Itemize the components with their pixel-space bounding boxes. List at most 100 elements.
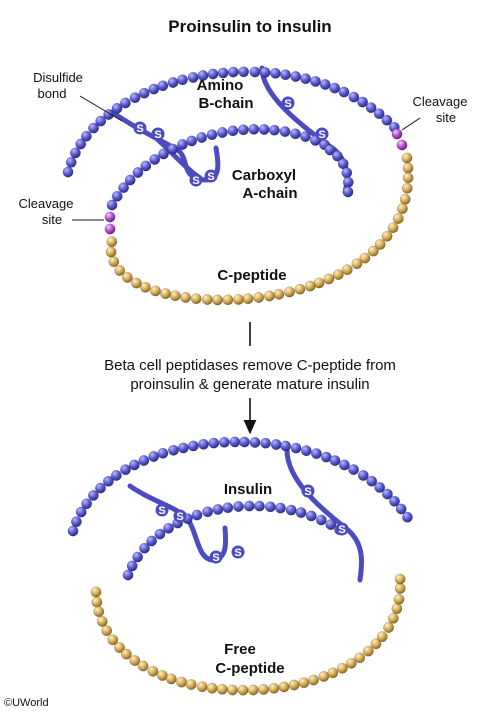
c-peptide-bead — [130, 277, 142, 289]
a-chain-bead — [285, 504, 297, 516]
b-chain-bead — [259, 66, 271, 78]
b-chain-bead — [75, 138, 87, 150]
b-chain-bead — [138, 455, 150, 466]
c-peptide-bead — [150, 285, 161, 297]
a-chain-bead — [176, 139, 188, 150]
a-chain-bead — [196, 132, 208, 143]
b-chain-bead — [81, 498, 93, 510]
carboxyl-label: Carboxyl — [232, 167, 296, 184]
sulfur-atom — [133, 121, 147, 135]
sulfur-atom — [189, 173, 203, 187]
amino-label: Amino — [197, 77, 244, 94]
c-peptide-bead — [169, 290, 181, 302]
c-peptide-bead — [139, 281, 151, 293]
sulfur-atom — [301, 484, 315, 498]
sulfur-atom — [231, 545, 245, 559]
a-chain-bead — [126, 560, 138, 572]
b-chain-bead — [381, 114, 393, 126]
b-chain-bead — [128, 459, 140, 471]
cleavage-bead-right — [391, 128, 403, 140]
a-chain-bead — [337, 158, 349, 170]
insulin-label: Insulin — [224, 481, 272, 498]
free-c-peptide-bead — [393, 593, 405, 605]
sulfur-label: S — [318, 129, 325, 141]
disulfide-bond-label-line2: bond — [38, 86, 67, 101]
c-peptide-bead — [381, 230, 393, 242]
c-peptide-bead — [233, 293, 244, 305]
c-peptide-bead — [121, 271, 133, 283]
b-chain-bead — [395, 503, 407, 515]
step-text-line1: Beta cell peptidases remove C-peptide fr… — [104, 357, 396, 374]
diagram-title: Proinsulin to insulin — [168, 17, 331, 36]
free-c-peptide-bead — [93, 606, 105, 618]
b-chain-bead — [357, 96, 369, 108]
b-chain-bead — [208, 437, 220, 449]
sulfur-atom — [204, 169, 218, 183]
c-peptide-bead — [332, 269, 344, 281]
disulfide-bond-label-line1: Disulfide — [33, 70, 83, 85]
sulfur-atom — [173, 509, 187, 523]
c-peptide-bead — [387, 222, 399, 234]
free-c-peptide-bead — [354, 652, 366, 664]
a-chain-bead — [264, 501, 276, 513]
free-c-peptide-bead — [370, 638, 382, 650]
a-chain-bead — [111, 190, 123, 202]
b-chain-bead — [177, 442, 189, 454]
cleavage-site-right-line1: Cleavage — [413, 94, 468, 109]
c-peptide-bead — [359, 252, 371, 264]
free-c-peptide-bead — [336, 662, 348, 674]
a-chain-bead — [289, 128, 301, 140]
b-chain-bead — [168, 444, 179, 456]
b-chain-bead — [290, 442, 302, 454]
c-peptide-bead — [401, 152, 413, 164]
free-c-peptide-bead — [227, 684, 238, 696]
b-chain-bead — [290, 71, 302, 82]
a-chain-bead — [342, 176, 354, 188]
b-chain-bead — [129, 92, 141, 104]
c-peptide-bead — [190, 293, 202, 305]
b-chain-bead — [62, 166, 74, 178]
free-c-peptide-bead — [91, 596, 103, 608]
c-peptide-bead — [180, 292, 192, 303]
a-chain-bead — [305, 510, 317, 522]
sulfur-label: S — [176, 511, 183, 523]
a-chain-bead — [227, 125, 239, 137]
free-c-peptide-bead — [387, 612, 399, 624]
b-chain-bead — [157, 80, 169, 92]
sulfur-label: S — [136, 123, 143, 135]
c-peptide-bead — [402, 162, 414, 174]
c-peptide-bead — [396, 203, 408, 215]
free-c-peptide-bead — [107, 634, 119, 646]
c-peptide-bead — [374, 238, 386, 250]
c-peptide-bead — [114, 265, 126, 276]
c-peptide-bead — [242, 293, 254, 305]
b-chain-bead — [366, 475, 378, 487]
a-chain-bead — [122, 569, 134, 581]
b-chain-bead — [80, 130, 92, 142]
b-chain-bead — [348, 464, 360, 476]
c-peptide-bead — [105, 246, 117, 258]
c-peptide-bead — [367, 245, 379, 257]
b-chain-bead — [374, 481, 386, 493]
a-chain-bead — [341, 167, 353, 179]
a-chain-bead — [342, 186, 354, 198]
a-chain-bead — [140, 160, 152, 172]
b-chain-bead — [338, 86, 350, 98]
a-chain-bead — [139, 542, 150, 554]
sulfur-label: S — [192, 175, 199, 187]
b-chain-bead — [365, 102, 377, 114]
copyright-text: ©UWorld — [4, 697, 49, 709]
free-c-peptide-bead — [137, 660, 149, 672]
b-chain-bead — [138, 87, 150, 99]
a-chain-bead — [154, 528, 166, 540]
b-chain-bead — [310, 75, 321, 87]
a-chain-bead — [237, 124, 249, 136]
free-c-peptide-chain — [90, 573, 406, 696]
b-chain-bead — [338, 459, 350, 471]
a-chain-bead — [258, 124, 270, 135]
b-chain-bead — [319, 79, 331, 90]
b-chain-bead — [65, 156, 77, 168]
c-peptide-bead — [304, 280, 316, 292]
a-chain-bead — [216, 127, 228, 138]
proinsulin-chains — [62, 66, 414, 306]
